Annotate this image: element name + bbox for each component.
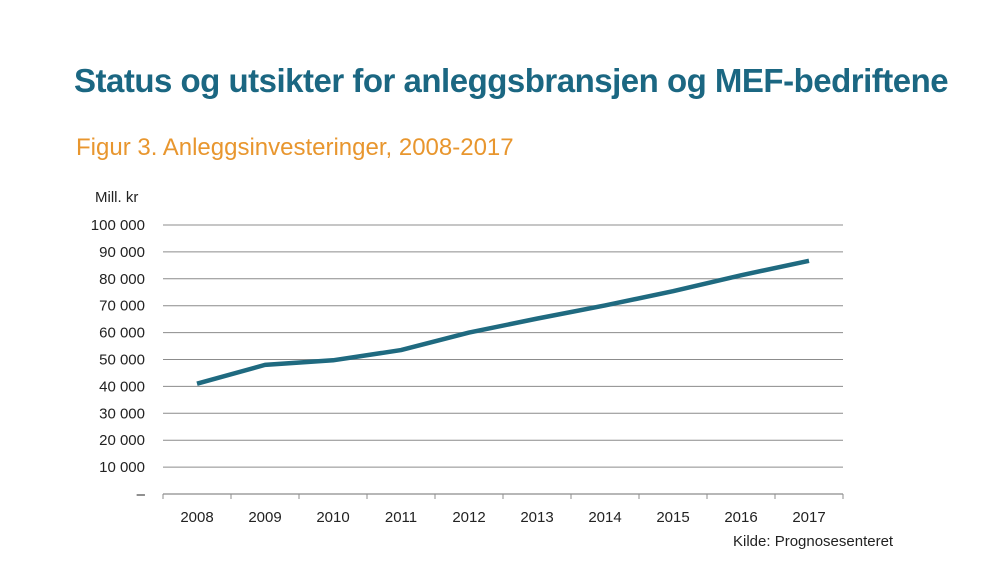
x-tick-label: 2017 bbox=[792, 509, 825, 526]
y-tick-label: 70 000 bbox=[99, 298, 145, 315]
x-tick-label: 2008 bbox=[180, 509, 213, 526]
grid-lines bbox=[163, 224, 843, 468]
x-tick-label: 2014 bbox=[588, 509, 621, 526]
x-tick-label: 2016 bbox=[724, 509, 757, 526]
y-tick-label: 10 000 bbox=[99, 459, 145, 476]
source-note: Kilde: Prognosesenteret bbox=[733, 533, 894, 550]
x-tick-label: 2010 bbox=[316, 509, 349, 526]
x-tick-label: 2011 bbox=[385, 509, 417, 526]
slide-title: Status og utsikter for anleggsbransjen o… bbox=[74, 62, 949, 99]
y-tick-label: 80 000 bbox=[99, 271, 145, 288]
y-tick-label: 20 000 bbox=[99, 432, 145, 449]
y-axis-tick-labels: – 10 000 20 000 30 000 40 000 50 000 60 000 70 … bbox=[91, 217, 146, 503]
y-axis-label: Mill. kr bbox=[95, 189, 138, 206]
y-tick-label: – bbox=[137, 486, 146, 503]
y-tick-label: 90 000 bbox=[99, 244, 145, 261]
y-tick-label: 60 000 bbox=[99, 325, 145, 342]
x-tick-label: 2009 bbox=[248, 509, 281, 526]
y-tick-label: 50 000 bbox=[99, 352, 145, 369]
y-tick-label: 40 000 bbox=[99, 378, 145, 395]
y-tick-label: 100 000 bbox=[91, 217, 145, 234]
x-tick-label: 2012 bbox=[452, 509, 485, 526]
series-line bbox=[196, 258, 810, 386]
y-tick-label: 30 000 bbox=[99, 405, 145, 422]
x-axis: 2008 2009 2010 2011 2012 2013 2014 2015 2016 2017 bbox=[162, 493, 844, 526]
figure-title: Figur 3. Anleggsinvesteringer, 2008-2017 bbox=[76, 134, 514, 161]
series-layer bbox=[196, 258, 810, 386]
x-tick-label: 2015 bbox=[656, 509, 689, 526]
x-tick-label: 2013 bbox=[520, 509, 553, 526]
